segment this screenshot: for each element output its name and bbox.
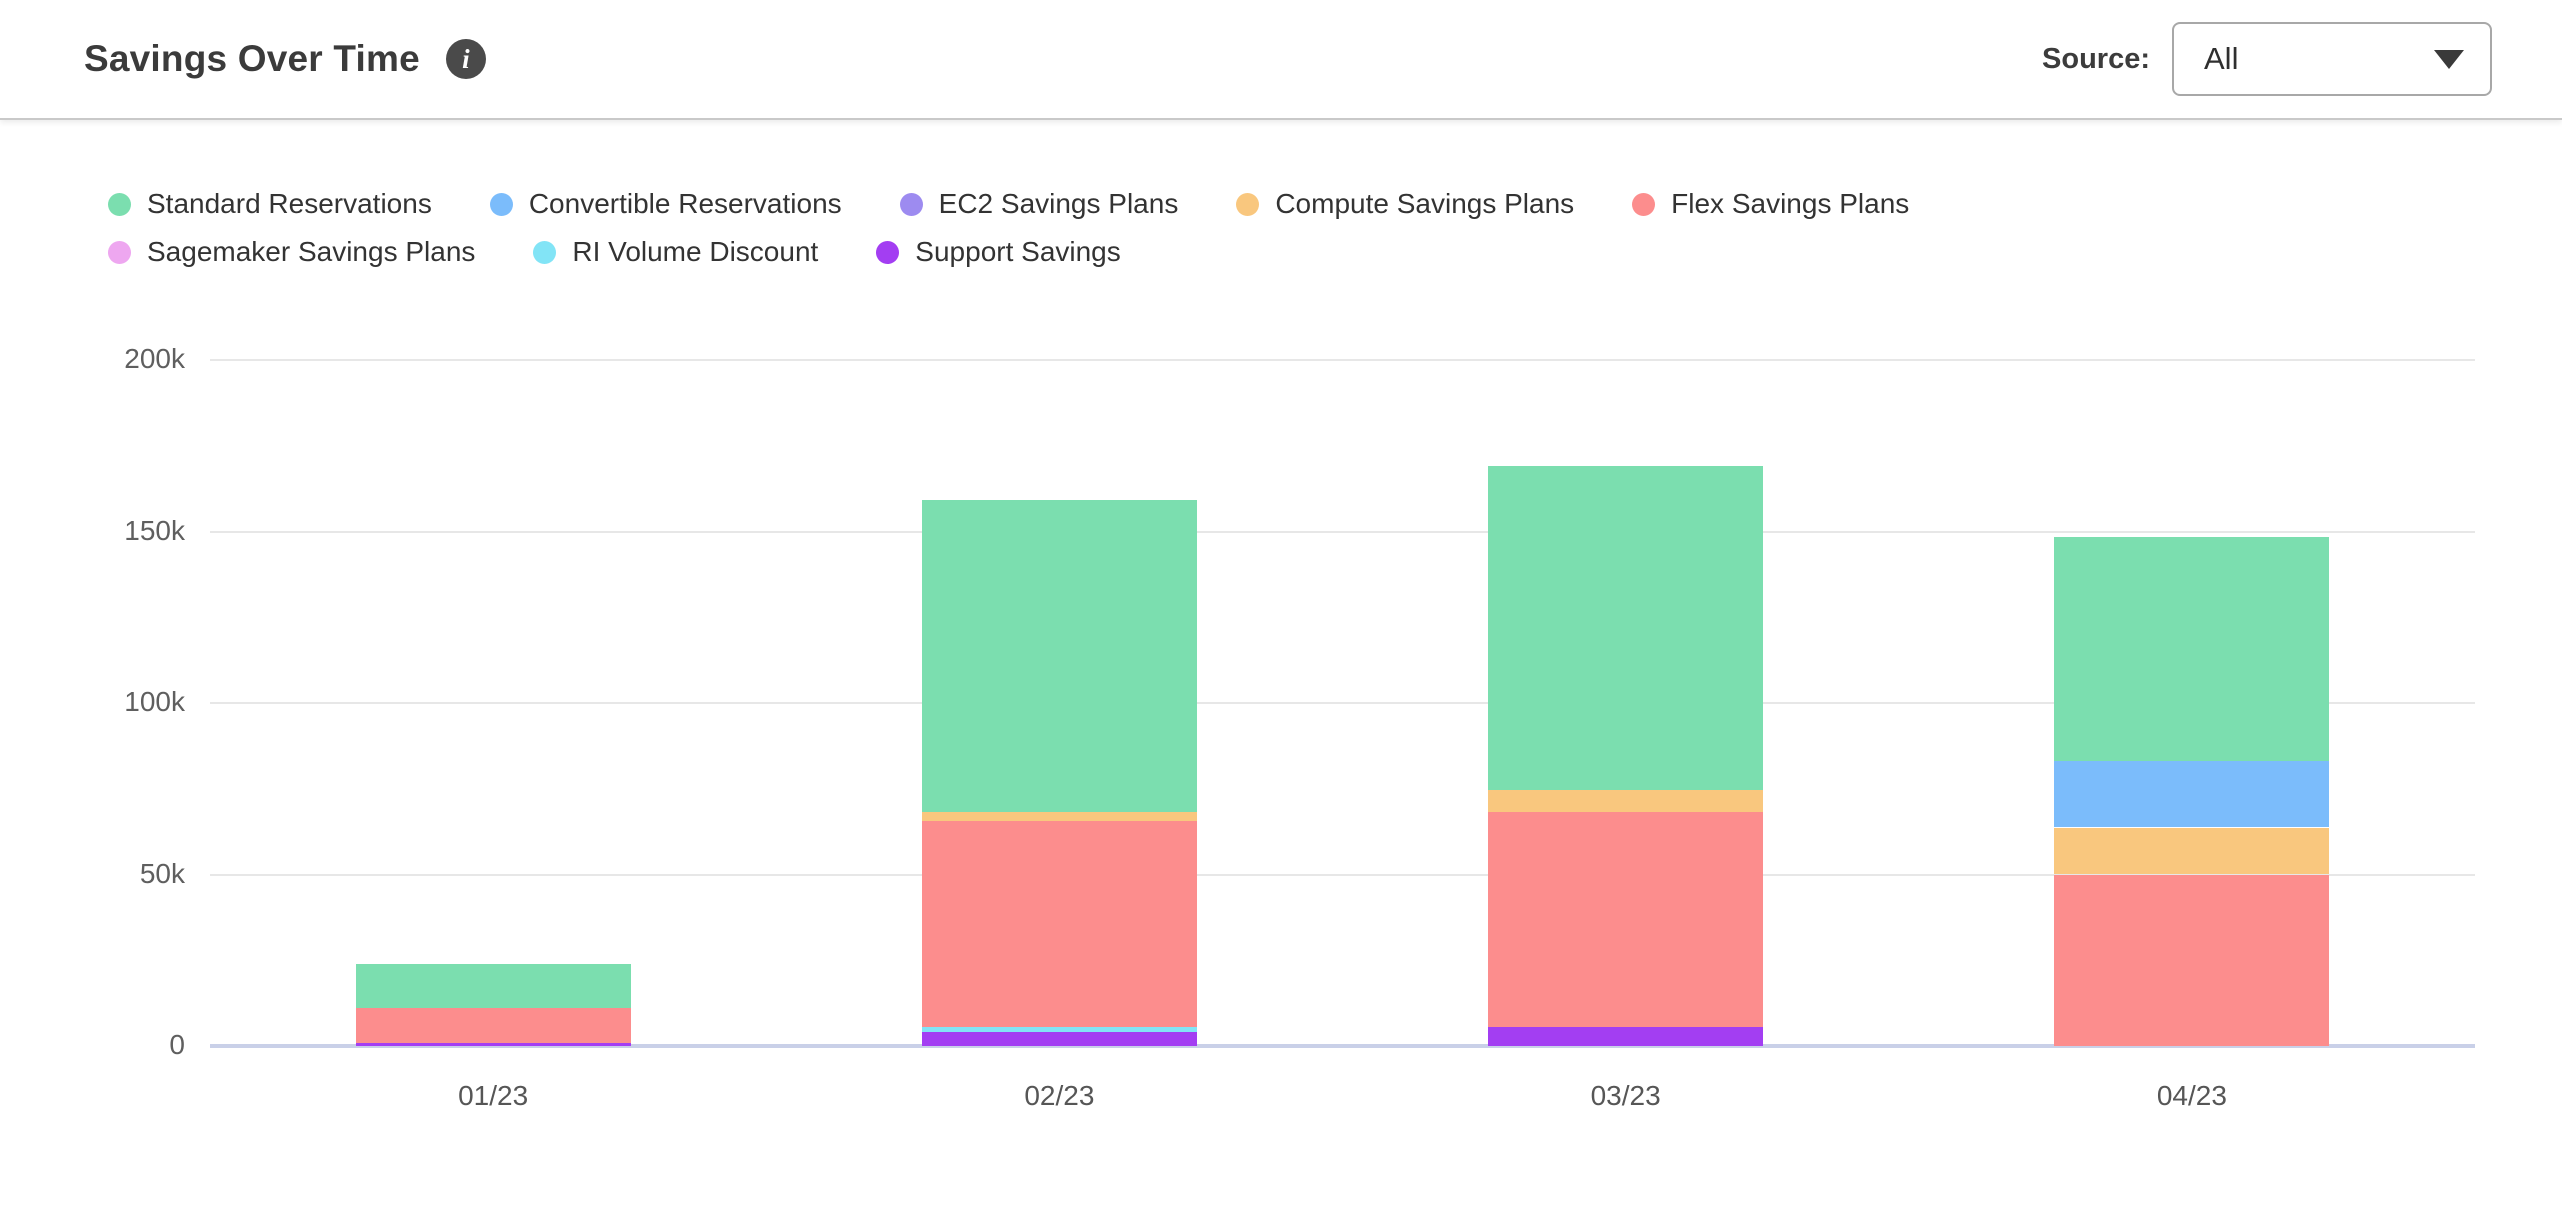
legend-item-label: Standard Reservations [147,188,432,219]
legend-item-label: Convertible Reservations [528,188,842,219]
bar-segment-compute-savings-plans-02-23[interactable] [921,812,1197,821]
source-dropdown-value: All [2204,41,2239,76]
bar-segment-standard-reservations-03-23[interactable] [1488,466,1764,791]
legend-item-ec2-savings-plans[interactable]: EC2 Savings Plans [899,188,1179,220]
bar-segment-compute-savings-plans-04-23[interactable] [2054,827,2330,875]
bar-segment-convertible-reservations-04-23[interactable] [2054,760,2330,828]
legend-item-sagemaker-savings-plans[interactable]: Sagemaker Savings Plans [108,236,475,268]
gridline-200k [210,359,2475,361]
source-dropdown[interactable]: All [2172,22,2492,96]
chevron-down-icon [2434,49,2464,69]
x-axis-tick-label: 01/23 [458,1080,529,1111]
bar-segment-standard-reservations-01-23[interactable] [355,964,631,1008]
legend-item-ri-volume-discount[interactable]: RI Volume Discount [533,236,818,268]
legend-color-dot-icon [1236,192,1260,216]
bar-segment-standard-reservations-04-23[interactable] [2054,537,2330,761]
legend-color-dot-icon [108,192,131,216]
x-axis-tick-label: 04/23 [2156,1080,2227,1111]
y-axis-tick-label: 150k [124,514,185,546]
page-title: Savings Over Time [84,38,420,79]
legend-item-label: Compute Savings Plans [1275,188,1575,219]
y-axis-tick-label: 100k [124,686,185,717]
x-axis-tick-label: 03/23 [1590,1080,1661,1111]
legend-color-dot-icon [899,192,923,216]
legend-item-standard-reservations[interactable]: Standard Reservations [108,188,432,220]
legend-item-label: RI Volume Discount [572,236,819,267]
gridline-150k [210,530,2475,533]
info-icon[interactable]: i [445,39,486,79]
source-filter: Source: All [2042,22,2492,96]
bar-segment-flex-savings-plans-03-23[interactable] [1488,812,1764,1028]
card-header: Savings Over Time i Source: All [0,0,2562,120]
bar-segment-standard-reservations-02-23[interactable] [921,499,1197,813]
bar-segment-ri-volume-discount-02-23[interactable] [921,1027,1197,1032]
bar-segment-support-savings-01-23[interactable] [355,1042,631,1046]
legend-item-label: EC2 Savings Plans [938,188,1179,219]
bar-segment-flex-savings-plans-01-23[interactable] [355,1007,631,1043]
source-label: Source: [2042,42,2150,75]
legend-item-convertible-reservations[interactable]: Convertible Reservations [489,188,842,220]
legend-color-dot-icon [1632,192,1656,216]
legend-color-dot-icon [876,240,900,264]
legend-item-label: Sagemaker Savings Plans [147,236,476,267]
y-axis-tick-label: 0 [169,1029,185,1060]
legend-color-dot-icon [489,192,513,216]
bar-segment-flex-savings-plans-04-23[interactable] [2054,874,2330,1046]
y-axis-tick-label: 50k [139,857,185,889]
legend-item-label: Support Savings [915,236,1121,267]
bar-segment-compute-savings-plans-03-23[interactable] [1488,790,1764,813]
legend-color-dot-icon [108,240,131,264]
legend-item-support-savings[interactable]: Support Savings [876,236,1121,268]
bar-segment-flex-savings-plans-02-23[interactable] [921,820,1197,1028]
y-axis-tick-label: 200k [124,343,185,374]
legend-item-flex-savings-plans[interactable]: Flex Savings Plans [1632,188,1909,220]
chart-legend: Standard Reservations Convertible Reserva… [108,188,2028,268]
title-wrap: Savings Over Time i [84,38,486,80]
legend-item-label: Flex Savings Plans [1671,188,1910,219]
bar-segment-support-savings-02-23[interactable] [921,1031,1197,1046]
bar-segment-support-savings-03-23[interactable] [1488,1027,1764,1046]
x-axis-tick-label: 02/23 [1024,1080,1095,1111]
legend-item-compute-savings-plans[interactable]: Compute Savings Plans [1236,188,1574,220]
legend-color-dot-icon [533,240,557,264]
